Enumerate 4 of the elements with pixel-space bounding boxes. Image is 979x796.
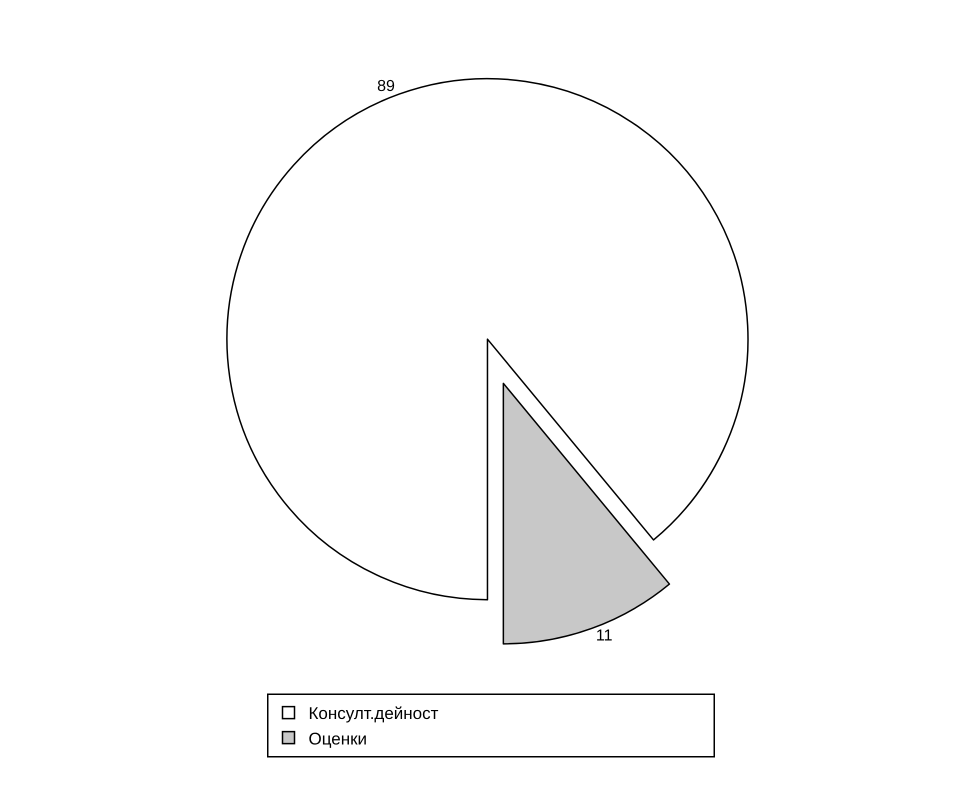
data-label: 11 [596,627,613,644]
legend-label: Консулт.дейност [308,704,439,724]
data-label: 89 [377,78,395,96]
legend-label: Оценки [308,729,368,748]
